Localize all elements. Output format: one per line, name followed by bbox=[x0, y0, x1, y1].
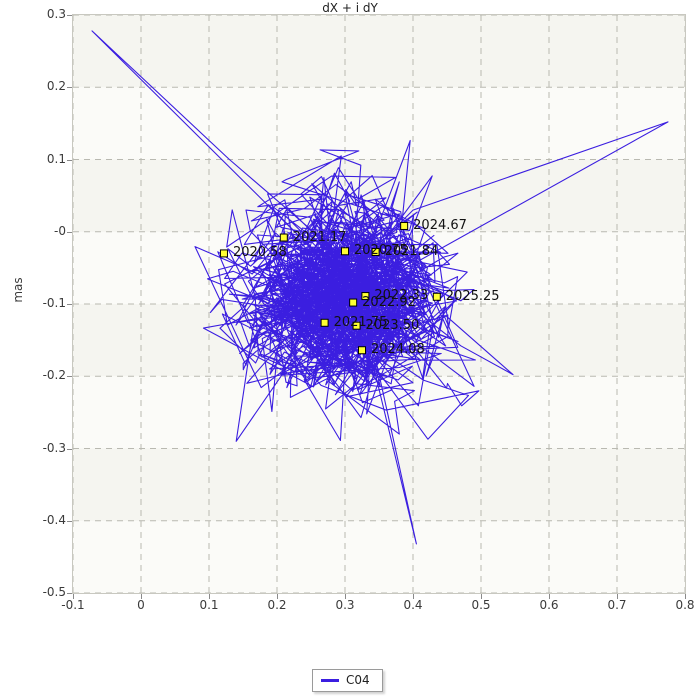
data-point-marker bbox=[371, 247, 380, 256]
y-axis-tick-label: -0.4 bbox=[42, 512, 66, 527]
y-axis-tick-label: -0.3 bbox=[42, 440, 66, 455]
x-axis-tick-mark bbox=[141, 594, 142, 599]
x-axis-tick-label: -0.1 bbox=[61, 598, 85, 612]
y-axis-tick-mark bbox=[67, 231, 72, 233]
x-axis-tick-mark bbox=[481, 594, 482, 599]
y-axis-tick-label: 0.2 bbox=[46, 79, 66, 94]
x-axis-tick-mark bbox=[617, 594, 618, 599]
y-axis-tick-mark bbox=[67, 593, 72, 594]
x-axis-tick-label: 0.6 bbox=[539, 598, 559, 612]
x-axis-tick-mark bbox=[413, 594, 414, 599]
annotated-markers bbox=[219, 221, 441, 355]
page-title: dX + i dY bbox=[322, 1, 378, 15]
legend: C04 bbox=[312, 669, 383, 692]
data-point-marker bbox=[432, 292, 441, 301]
gridlines bbox=[73, 15, 685, 593]
data-point-label: 2021.75 bbox=[333, 314, 388, 330]
data-point-label: 2024.08 bbox=[371, 342, 425, 358]
data-point-marker bbox=[361, 292, 370, 301]
legend-label-c04: C04 bbox=[346, 673, 370, 687]
x-axis-tick-mark bbox=[209, 594, 210, 599]
y-axis-tick-mark bbox=[67, 520, 72, 522]
data-point-marker bbox=[352, 321, 361, 330]
y-axis-tick-label: 0.3 bbox=[46, 7, 66, 21]
series-c04-path bbox=[91, 30, 669, 545]
data-point-label: 2022.33 bbox=[374, 288, 429, 304]
data-point-label: 2022.92 bbox=[362, 294, 416, 310]
x-axis-tick-label: 0.8 bbox=[675, 598, 695, 612]
data-point-label: 2021.17 bbox=[292, 229, 347, 245]
y-axis-tick-label: -0 bbox=[54, 223, 66, 238]
y-axis-tick-label: 0.1 bbox=[46, 151, 66, 166]
y-axis-tick-label: -0.1 bbox=[42, 296, 66, 310]
y-axis-tick-mark bbox=[67, 15, 72, 16]
x-axis-tick-mark bbox=[549, 594, 550, 599]
x-axis-tick-label: 0 bbox=[137, 598, 145, 612]
data-point-label: 2020.75 bbox=[354, 243, 408, 259]
x-axis-tick-label: 0.4 bbox=[403, 598, 423, 612]
y-axis-tick-mark bbox=[67, 159, 72, 161]
data-point-marker bbox=[279, 233, 288, 242]
data-point-label: 2025.25 bbox=[445, 288, 500, 304]
x-axis-tick-mark bbox=[685, 594, 686, 599]
y-axis-tick-mark bbox=[67, 304, 72, 305]
x-axis-tick-label: 0.7 bbox=[607, 598, 627, 612]
x-axis-tick-label: 0.2 bbox=[267, 598, 287, 612]
x-axis-tick-label: 0.5 bbox=[471, 598, 491, 612]
data-point-marker bbox=[349, 298, 358, 307]
data-point-marker bbox=[320, 318, 329, 327]
data-point-label: 2020.58 bbox=[232, 245, 287, 261]
x-axis-tick-label: 0.1 bbox=[199, 598, 219, 612]
y-axis-label: mas bbox=[11, 277, 25, 303]
plot-area bbox=[72, 14, 686, 594]
data-point-marker bbox=[400, 221, 409, 230]
x-axis-tick-label: 0.3 bbox=[335, 598, 355, 612]
y-axis-tick-label: -0.2 bbox=[42, 368, 66, 383]
y-axis-tick-mark bbox=[67, 448, 72, 450]
data-point-marker bbox=[341, 247, 349, 256]
legend-swatch-c04 bbox=[321, 678, 339, 682]
data-point-label: 2024.67 bbox=[413, 217, 467, 233]
y-axis-tick-label: -0.5 bbox=[42, 585, 66, 599]
x-axis-tick-mark bbox=[277, 594, 278, 599]
x-axis-tick-mark bbox=[73, 594, 74, 599]
y-axis-tick-mark bbox=[67, 87, 72, 89]
data-point-label: 2021.84 bbox=[384, 243, 439, 259]
data-point-label: 2023.50 bbox=[365, 317, 420, 333]
data-point-marker bbox=[219, 249, 228, 258]
data-plot-svg bbox=[73, 15, 685, 593]
x-axis-tick-mark bbox=[345, 594, 346, 599]
y-axis-tick-mark bbox=[67, 376, 72, 378]
data-point-marker bbox=[358, 346, 366, 355]
